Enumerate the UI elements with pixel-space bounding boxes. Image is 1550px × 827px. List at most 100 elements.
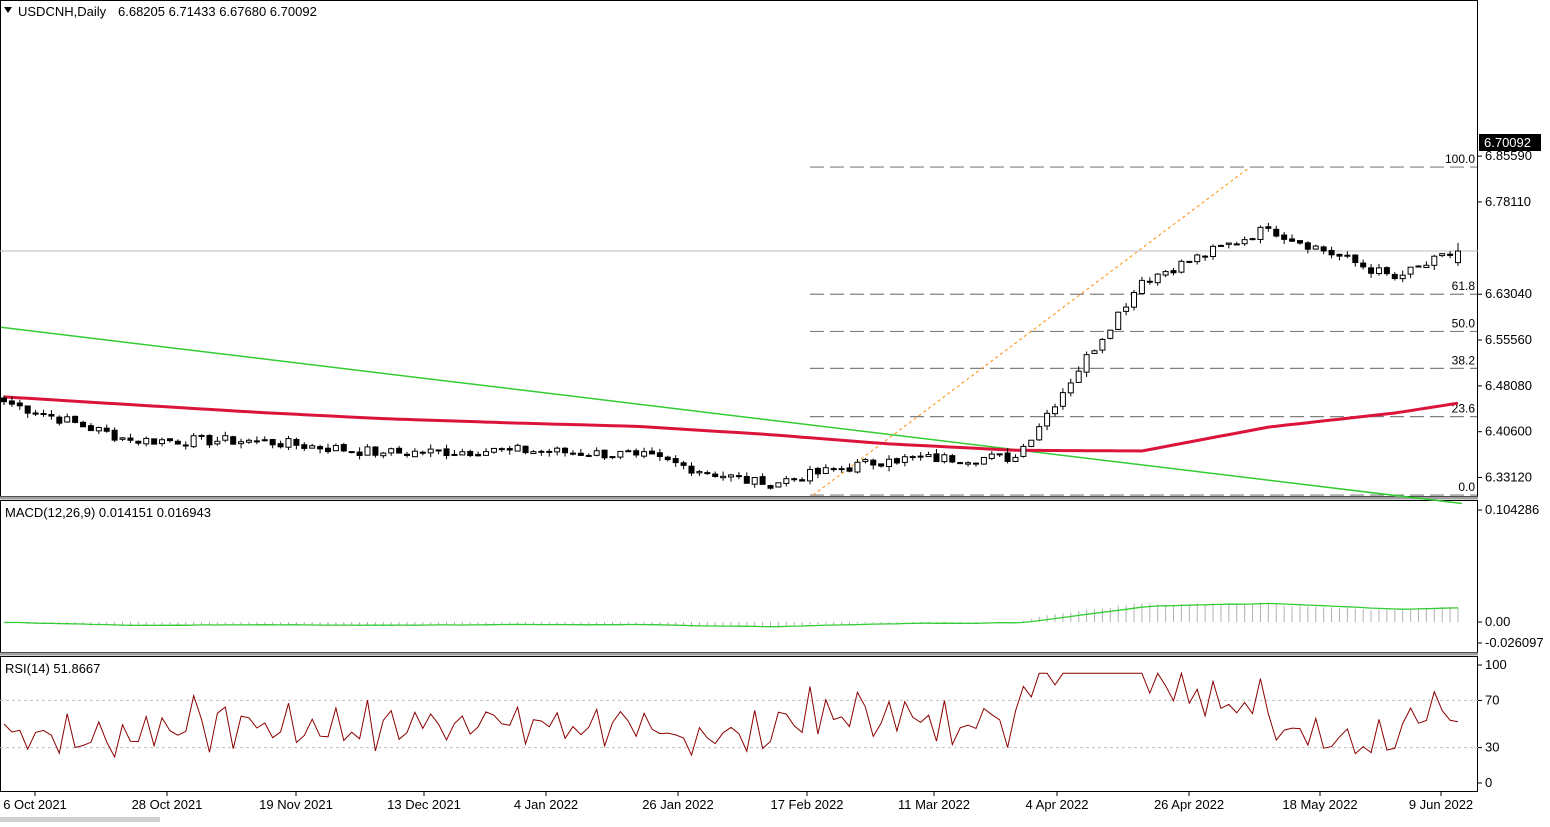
candle-body — [648, 450, 655, 455]
macd-axis-label: 0.104286 — [1485, 502, 1539, 517]
candle-body — [364, 446, 371, 456]
time-axis[interactable]: 6 Oct 2021 28 Oct 2021 19 Nov 2021 13 Dec 2… — [0, 792, 1473, 822]
candle-body — [1249, 238, 1256, 241]
candle-body — [198, 434, 205, 437]
candle-body — [1059, 392, 1066, 407]
candle-body — [1067, 382, 1074, 394]
symbol-dropdown-icon[interactable] — [4, 7, 12, 13]
candle-body — [190, 435, 197, 448]
macd-indicator — [3, 602, 1459, 628]
candle-body — [1131, 292, 1138, 308]
candle-body — [1210, 245, 1217, 258]
candle-body — [1439, 253, 1446, 257]
candle-body — [775, 482, 782, 488]
rsi-line — [3, 671, 1459, 759]
time-axis-label: 18 May 2022 — [1282, 797, 1357, 812]
candle-body — [245, 439, 252, 443]
candle-body — [317, 446, 324, 450]
candle-body — [909, 456, 916, 459]
chart-ohlc-label: 6.68205 6.71433 6.67680 6.70092 — [118, 4, 317, 19]
chart-symbol-label[interactable]: USDCNH,Daily — [18, 4, 107, 19]
macd-axis: 0.104286 0.00 -0.026097 — [1478, 502, 1544, 650]
candle-body — [1075, 370, 1082, 383]
candle-body — [1186, 260, 1193, 263]
candle-body — [822, 467, 829, 474]
candle-body — [1344, 254, 1351, 257]
time-axis-label: 26 Apr 2022 — [1154, 797, 1224, 812]
time-axis-label: 6 Oct 2021 — [3, 797, 67, 812]
candle-body — [1257, 226, 1264, 240]
price-axis-label: 6.78110 — [1485, 194, 1531, 209]
candle-body — [1020, 445, 1027, 457]
candle-body — [222, 435, 229, 441]
candle-body — [830, 468, 837, 471]
candle-body — [253, 440, 260, 443]
candle-body — [814, 467, 821, 475]
candle-body — [151, 438, 158, 445]
time-axis-label: 28 Oct 2021 — [132, 797, 203, 812]
candle-body — [1107, 329, 1114, 339]
candle-body — [1375, 267, 1382, 275]
price-axis[interactable]: 6.85590 6.78110 6.63040 6.55560 6.48080 6.406… — [1478, 148, 1532, 485]
candle-body — [1415, 265, 1422, 268]
candle-body — [988, 453, 995, 459]
candle-body — [1051, 406, 1058, 415]
candle-body — [1281, 234, 1288, 240]
current-price-label: 6.70092 — [1484, 135, 1531, 150]
candle-body — [767, 485, 774, 489]
candle-body — [143, 437, 150, 445]
candle-body — [506, 448, 513, 451]
candle-body — [404, 453, 411, 456]
candle-body — [680, 462, 687, 466]
candle-body — [569, 452, 576, 455]
fib-level-label: 23.6 — [1452, 402, 1476, 416]
candle-body — [1336, 253, 1343, 257]
candle-body — [1123, 306, 1130, 312]
candle-body — [783, 478, 790, 484]
candlestick-series — [1, 222, 1461, 490]
candle-body — [1178, 260, 1185, 273]
candle-body — [8, 400, 15, 405]
candle-body — [704, 472, 711, 475]
candle-body — [743, 475, 750, 484]
candle-body — [459, 451, 466, 456]
time-axis-label: 9 Jun 2022 — [1409, 797, 1473, 812]
candle-body — [127, 437, 134, 441]
macd-panel-frame — [0, 500, 1478, 653]
rsi-panel-frame — [0, 656, 1478, 792]
candle-body — [48, 413, 55, 417]
candle-body — [1162, 271, 1169, 276]
candle-body — [348, 451, 355, 454]
candle-body — [759, 476, 766, 485]
trendline[interactable] — [0, 326, 1463, 505]
price-axis-label: 6.48080 — [1485, 378, 1532, 393]
candle-body — [1099, 338, 1106, 351]
candle-body — [166, 438, 173, 442]
candle-body — [135, 440, 142, 444]
candle-body — [340, 444, 347, 452]
candle-body — [538, 450, 545, 453]
trendline-segment — [0, 326, 1463, 505]
candle-body — [1320, 246, 1327, 252]
candle-body — [56, 416, 63, 424]
candle-body — [688, 465, 695, 474]
fibonacci-retracement[interactable]: 100.0 61.8 50.0 38.2 23.6 0.0 — [810, 152, 1477, 496]
candle-body — [490, 447, 497, 453]
candle-body — [293, 439, 300, 446]
candle-body — [949, 455, 956, 463]
time-axis-label: 11 Mar 2022 — [898, 797, 970, 812]
candle-body — [427, 448, 434, 454]
candle-body — [32, 412, 39, 415]
candle-body — [159, 439, 166, 445]
candle-body — [174, 440, 181, 445]
candle-body — [664, 456, 671, 461]
candle-body — [728, 474, 734, 478]
fib-level-label: 50.0 — [1452, 316, 1476, 330]
candle-body — [546, 450, 553, 453]
candle-body — [1296, 240, 1303, 244]
price-axis-label: 6.33120 — [1485, 470, 1532, 485]
candle-body — [372, 446, 379, 456]
candle-body — [1115, 311, 1122, 330]
